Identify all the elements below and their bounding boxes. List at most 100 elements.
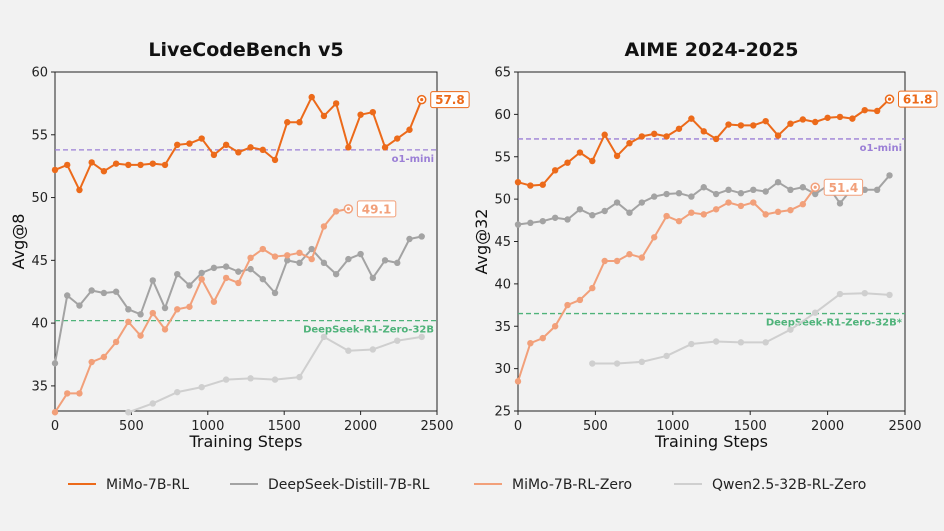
series-point-qwen [886,291,893,299]
series-point-deepseek [861,186,868,194]
series-point-center-mimo_rl [887,97,892,101]
series-point-mimo_zero [787,206,794,214]
final-value-box-mimo_zero [356,200,397,218]
series-point-deepseek [725,186,732,194]
series-point-deepseek [663,190,670,198]
series-point-mimo_rl [76,186,83,194]
series-point-deepseek [812,190,819,198]
series-point-mimo_zero [174,306,181,313]
plot-area [54,71,438,412]
series-point-deepseek [638,199,646,206]
series-point-mimo_rl [345,144,352,151]
series-point-mimo_rl [514,178,522,186]
series-point-mimo_rl [210,151,218,159]
series-point-deepseek [418,233,425,240]
final-value-label-mimo_rl: 61.8 [903,93,933,107]
series-point-deepseek [774,178,782,186]
series-point-qwen [174,388,181,396]
series-point-mimo_rl [137,161,144,169]
series-point-mimo_zero [112,338,120,346]
series-point-mimo_rl [357,111,364,118]
series-point-mimo_rl [539,181,546,188]
chart-title: LiveCodeBench v5 [148,39,343,61]
series-point-deepseek [539,217,546,225]
series-point-qwen [149,400,156,407]
series-point-deepseek [787,186,794,194]
legend-label-qwen: Qwen2.5-32B-RL-Zero [712,477,866,493]
series-point-mimo_zero [712,206,720,213]
x-tick-label: 1500 [268,419,301,434]
x-tick-label: 500 [583,419,608,434]
series-point-mimo_rl [332,100,340,107]
series-point-mimo_rl [737,122,745,129]
series-point-mimo_rl [873,107,881,115]
series-point-mimo_rl [688,115,695,122]
x-tick-label: 2500 [420,419,453,434]
series-point-deepseek [576,206,584,213]
series-point-mimo_zero [725,199,732,206]
x-tick-label: 1500 [734,419,767,434]
series-point-deepseek [76,302,83,309]
series-point-qwen [125,409,132,416]
series-point-deepseek [712,190,720,198]
series-point-mimo_zero [638,254,646,261]
y-tick-label: 25 [494,405,511,420]
series-point-center-mimo_rl [420,98,424,102]
series-point-mimo_rl [369,108,377,116]
series-point-mimo_rl [247,144,254,151]
series-point-mimo_rl [51,166,59,174]
series-point-deepseek [737,189,745,197]
series-point-mimo_rl [174,141,181,149]
series-point-qwen [688,340,695,348]
series-point-qwen [198,383,205,391]
series-point-mimo_zero [539,334,546,342]
series-point-deepseek [700,184,707,191]
series-point-qwen [394,337,401,344]
final-value-box-mimo_rl [430,91,470,109]
series-point-deepseek [651,193,658,200]
series-point-mimo_zero [762,211,769,218]
plot-area [517,71,906,412]
series-point-deepseek [527,219,534,227]
series-point-mimo_rl [259,146,267,154]
series-point-mimo_zero [700,211,707,218]
series-point-qwen [222,376,230,383]
final-value-label-mimo_zero: 49.1 [362,202,392,216]
y-tick-label: 30 [494,362,511,377]
series-point-deepseek [210,264,218,272]
final-value-label-mimo_rl: 57.8 [435,93,465,107]
series-point-mimo_rl [320,112,328,120]
series-point-mimo_rl [576,149,584,156]
y-tick-label: 55 [31,128,48,143]
series-point-mimo_zero [235,279,242,287]
y-tick-label: 60 [494,108,511,123]
x-tick-label: 1000 [191,419,224,434]
series-point-mimo_zero [76,390,83,397]
x-tick-label: 0 [514,419,522,434]
series-point-mimo_zero [750,199,757,206]
series-point-mimo_rl [64,161,71,169]
reference-label-o1_mini: o1-mini [392,154,434,165]
series-point-qwen [836,290,844,298]
series-point-mimo_zero [675,217,683,225]
series-point-mimo_rl [589,157,596,165]
y-tick-label: 65 [494,66,511,81]
y-tick-label: 50 [31,191,48,206]
series-point-mimo_zero [320,223,328,230]
series-point-mimo_rl [564,159,571,166]
series-point-mimo_zero [271,253,279,260]
series-point-qwen [663,352,670,360]
series-point-qwen [296,373,303,381]
series-point-deepseek [64,292,71,299]
series-point-deepseek [174,270,181,278]
series-point-deepseek [886,172,893,179]
series-point-mimo_rl [284,119,291,126]
series-point-mimo_zero [222,274,230,282]
series-point-mimo_rl [161,161,169,169]
series-point-mimo_rl [675,125,683,132]
series-point-qwen [418,333,425,341]
series-point-mimo_rl [125,161,132,169]
series-point-mimo_rl [812,118,819,126]
series-point-deepseek [88,287,95,294]
series-point-mimo_rl [725,121,732,128]
